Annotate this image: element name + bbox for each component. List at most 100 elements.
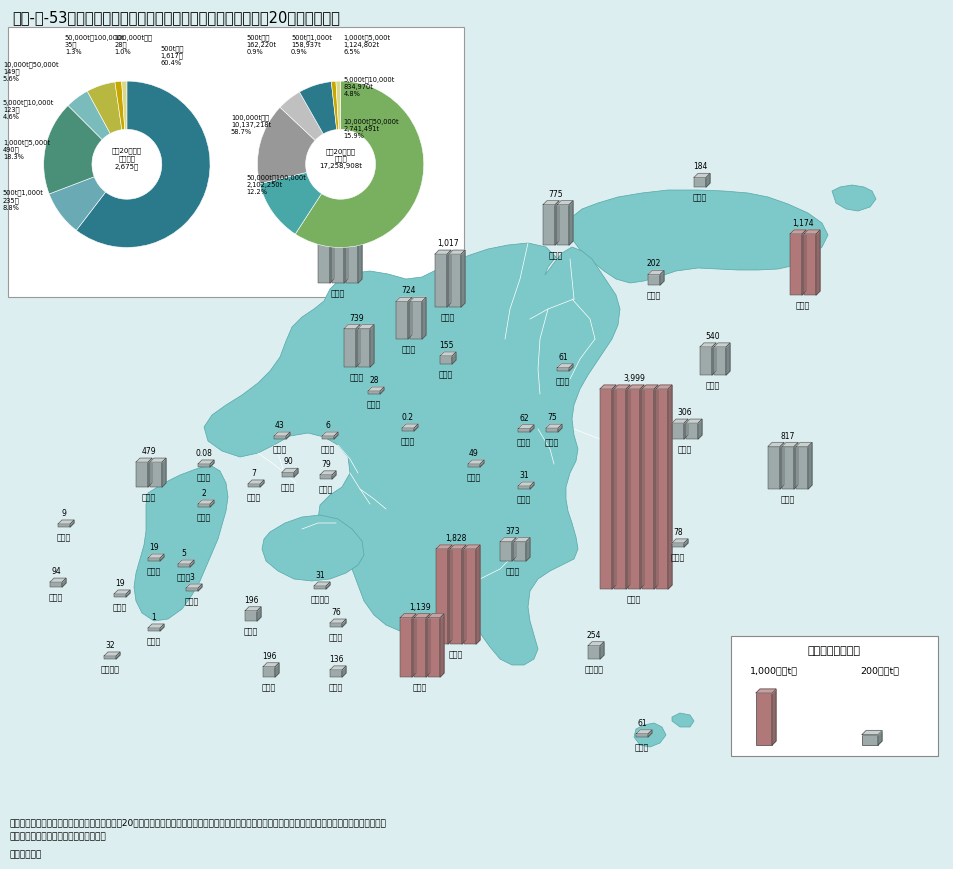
Text: 資料：環境省: 資料：環境省 — [10, 849, 42, 858]
Bar — [330, 670, 341, 677]
Polygon shape — [514, 538, 530, 542]
Polygon shape — [357, 325, 374, 329]
Bar — [700, 348, 711, 375]
Polygon shape — [725, 343, 729, 375]
Bar — [656, 389, 667, 589]
Bar — [450, 549, 461, 644]
Text: 兵庫県: 兵庫県 — [318, 484, 333, 494]
Text: 50,000t～100,000t
35件
1.3%: 50,000t～100,000t 35件 1.3% — [65, 34, 125, 55]
Text: 神奈川県: 神奈川県 — [584, 664, 603, 673]
Wedge shape — [259, 173, 321, 235]
Bar — [803, 235, 815, 295]
Polygon shape — [245, 607, 261, 611]
Polygon shape — [198, 501, 213, 504]
Text: 大分県: 大分県 — [147, 567, 161, 575]
Text: 32: 32 — [105, 640, 114, 649]
Bar — [587, 646, 599, 660]
Text: 1,000t～5,000t
1,124,802t
6.5%: 1,000t～5,000t 1,124,802t 6.5% — [343, 34, 390, 55]
Text: 沖縄県: 沖縄県 — [634, 742, 648, 751]
Polygon shape — [113, 590, 130, 594]
Polygon shape — [317, 233, 334, 237]
Text: 28: 28 — [369, 375, 378, 385]
Text: 京都府: 京都府 — [320, 444, 335, 454]
Text: 817: 817 — [780, 431, 795, 440]
Polygon shape — [332, 471, 335, 480]
Text: 福岡県: 福岡県 — [142, 493, 156, 501]
Bar — [557, 205, 568, 246]
Bar — [781, 447, 793, 489]
Bar — [862, 735, 877, 745]
Polygon shape — [654, 386, 658, 589]
Text: 5: 5 — [181, 548, 186, 557]
Bar — [58, 524, 70, 527]
Text: 50,000t～100,000t
2,102,250t
12.2%: 50,000t～100,000t 2,102,250t 12.2% — [246, 174, 306, 195]
Text: 7: 7 — [252, 468, 256, 477]
Text: 500t未満
162,220t
0.9%: 500t未満 162,220t 0.9% — [246, 34, 275, 55]
Bar — [346, 237, 357, 283]
Bar — [245, 611, 256, 621]
Polygon shape — [463, 546, 479, 549]
Text: 31: 31 — [314, 570, 324, 580]
Bar — [104, 656, 116, 660]
Wedge shape — [335, 82, 340, 130]
Bar — [317, 237, 330, 283]
Polygon shape — [542, 202, 558, 205]
Text: 500t～1,000t
235件
8.8%: 500t～1,000t 235件 8.8% — [3, 189, 44, 210]
Bar — [636, 734, 647, 737]
Bar — [322, 436, 334, 440]
Text: 山形県: 山形県 — [556, 376, 570, 386]
Polygon shape — [344, 233, 348, 283]
Polygon shape — [370, 325, 374, 368]
Text: 3,999: 3,999 — [622, 374, 644, 382]
Polygon shape — [412, 614, 416, 677]
Polygon shape — [428, 614, 443, 618]
Text: 3: 3 — [190, 573, 194, 581]
Text: 千葉県: 千葉県 — [626, 594, 640, 603]
Text: 136: 136 — [329, 654, 343, 663]
Polygon shape — [414, 425, 417, 432]
Text: 栃木県: 栃木県 — [678, 444, 691, 454]
Polygon shape — [789, 230, 805, 235]
Polygon shape — [204, 243, 619, 666]
Polygon shape — [558, 425, 561, 433]
Text: 6: 6 — [325, 421, 330, 429]
Polygon shape — [755, 689, 775, 693]
Polygon shape — [341, 620, 346, 627]
Bar — [767, 447, 780, 489]
Polygon shape — [330, 667, 346, 670]
Text: 898: 898 — [331, 221, 345, 230]
Text: 佐賀県: 佐賀県 — [57, 533, 71, 541]
Text: 岐阜県: 岐阜県 — [401, 345, 416, 354]
Polygon shape — [448, 546, 452, 644]
Text: 43: 43 — [274, 421, 285, 429]
Bar — [436, 549, 448, 644]
Polygon shape — [186, 584, 202, 588]
Text: 184: 184 — [692, 163, 706, 171]
Text: 0.08: 0.08 — [195, 448, 213, 457]
Wedge shape — [257, 108, 314, 184]
Text: 徳島県: 徳島県 — [244, 627, 258, 635]
Bar — [517, 487, 530, 489]
Bar — [795, 447, 807, 489]
Polygon shape — [319, 471, 335, 475]
Bar — [671, 423, 683, 440]
Polygon shape — [70, 521, 74, 527]
Polygon shape — [58, 521, 74, 524]
Bar — [499, 542, 512, 561]
Bar — [557, 368, 568, 372]
Polygon shape — [282, 468, 297, 473]
Text: 5,000t～10,000t
123件
4.6%: 5,000t～10,000t 123件 4.6% — [3, 99, 54, 120]
Polygon shape — [162, 459, 166, 488]
Text: 青森県: 青森県 — [548, 251, 562, 260]
Polygon shape — [357, 233, 361, 283]
Bar — [435, 255, 447, 308]
Polygon shape — [439, 614, 443, 677]
Polygon shape — [683, 540, 687, 547]
Text: 19: 19 — [149, 542, 158, 551]
Polygon shape — [410, 298, 426, 302]
Polygon shape — [530, 482, 534, 489]
Text: 東京都: 東京都 — [670, 553, 684, 561]
Text: 1,017: 1,017 — [436, 239, 458, 248]
Bar — [671, 543, 683, 547]
Polygon shape — [614, 386, 629, 389]
